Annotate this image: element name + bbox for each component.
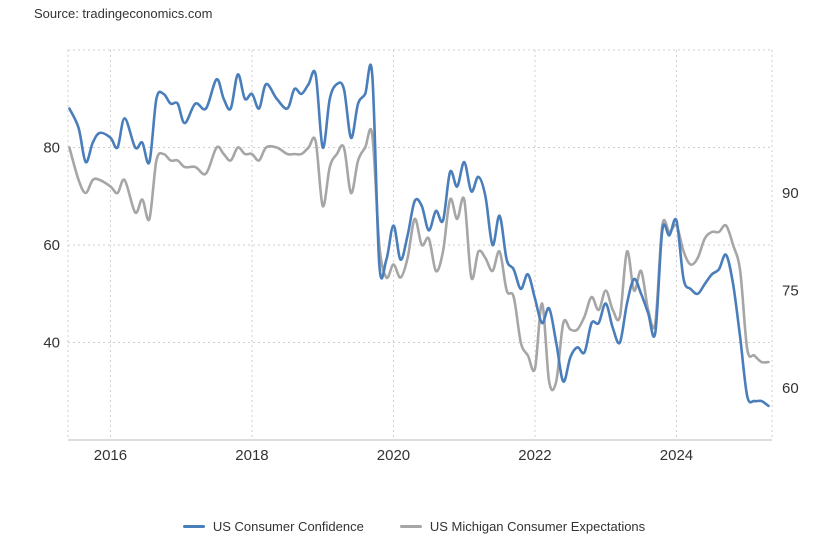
chart-lines [68, 63, 770, 408]
line-chart: 2016 2018 2020 2022 2024 40 60 80 60 75 90 [43, 49, 799, 465]
legend-label-0: US Consumer Confidence [212, 519, 364, 534]
right-y-tick-label: 60 [782, 380, 799, 397]
x-tick-label: 2024 [660, 447, 693, 464]
left-y-tick-label: 40 [43, 335, 60, 352]
left-y-tick-label: 60 [43, 237, 60, 254]
series-line-0 [68, 63, 770, 408]
x-tick-label: 2016 [94, 447, 127, 464]
x-tick-label: 2018 [235, 447, 268, 464]
legend-swatch-1 [399, 525, 422, 528]
x-tick-label: 2022 [518, 447, 551, 464]
source-label: Source: tradingeconomics.com [34, 6, 213, 21]
right-y-tick-label: 90 [782, 185, 799, 202]
right-y-tick-label: 75 [782, 283, 799, 300]
series-line-1 [68, 127, 770, 392]
legend-swatch-0 [182, 525, 205, 528]
left-y-tick-label: 80 [43, 140, 60, 157]
legend-label-1: US Michigan Consumer Expectations [429, 519, 646, 534]
chart-legend: US Consumer Confidence US Michigan Consu… [0, 519, 828, 534]
chart-ticks: 2016 2018 2020 2022 2024 40 60 80 60 75 90 [43, 140, 798, 465]
legend-item-series-1: US Michigan Consumer Expectations [399, 519, 646, 534]
x-tick-label: 2020 [377, 447, 410, 464]
chart-grid [67, 49, 773, 441]
legend-item-series-0: US Consumer Confidence [182, 519, 364, 534]
